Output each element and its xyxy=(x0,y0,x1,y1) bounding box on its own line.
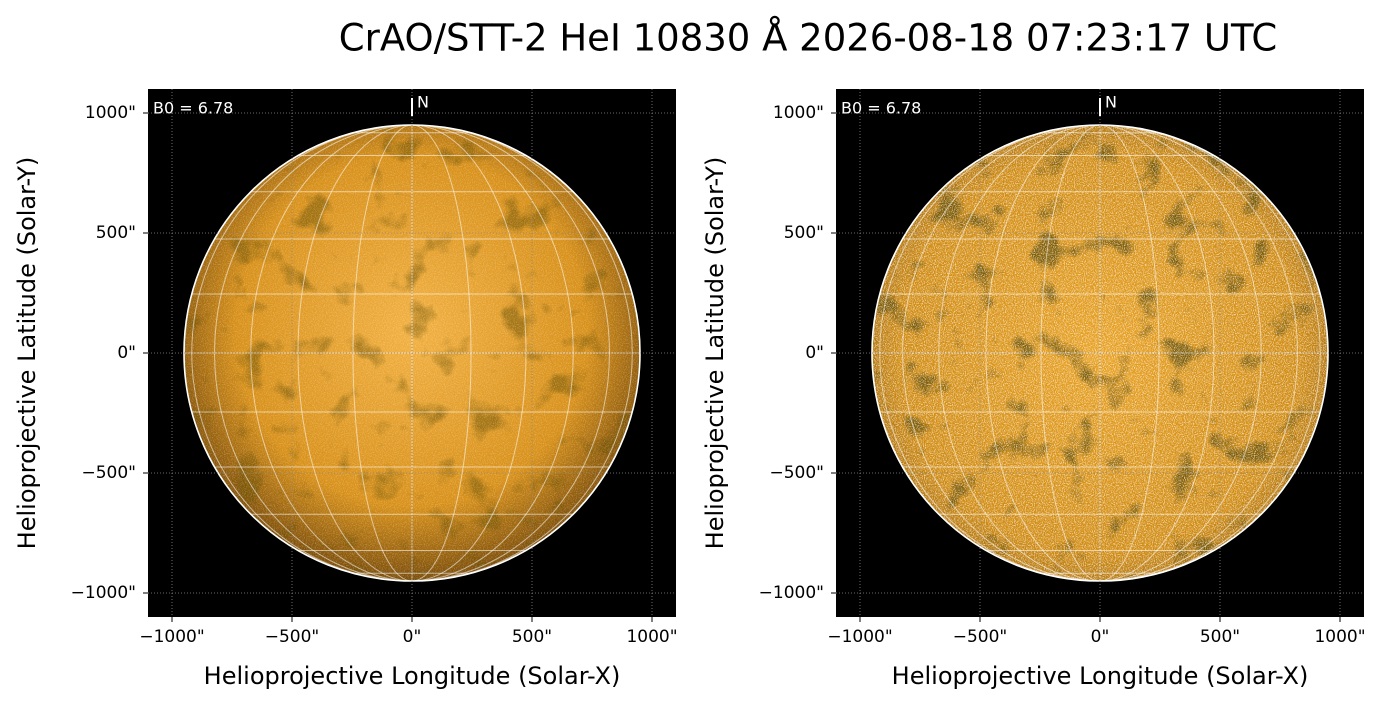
x-tick-label: −1000" xyxy=(139,627,204,647)
y-tick-label: 1000" xyxy=(773,103,824,123)
y-axis-label: Helioprojective Latitude (Solar-Y) xyxy=(701,157,729,550)
x-tick-label: −500" xyxy=(265,627,320,647)
y-tick-label: −1000" xyxy=(71,583,136,603)
y-tick-label: 500" xyxy=(96,223,136,243)
x-axis-label: Helioprojective Longitude (Solar-X) xyxy=(204,662,621,690)
panel: −1000" −500" 0" 500" 1000" −1000" −500" 0" 500" 1… xyxy=(13,89,678,690)
north-label: N xyxy=(1105,93,1117,112)
x-tick-label: 500" xyxy=(512,627,552,647)
x-axis-label: Helioprojective Longitude (Solar-X) xyxy=(892,662,1309,690)
annotation: B0 = 6.78 xyxy=(153,99,233,118)
x-tick-label: 500" xyxy=(1200,627,1240,647)
annotation: B0 = 6.78 xyxy=(841,99,921,118)
y-tick-label: 0" xyxy=(117,343,136,363)
y-tick-label: 0" xyxy=(805,343,824,363)
x-tick-label: −500" xyxy=(953,627,1008,647)
x-tick-label: 1000" xyxy=(1314,627,1365,647)
x-tick-label: 1000" xyxy=(626,627,677,647)
y-tick-label: 1000" xyxy=(85,103,136,123)
y-tick-label: −1000" xyxy=(759,583,824,603)
y-tick-label: −500" xyxy=(769,463,824,483)
y-axis-label: Helioprojective Latitude (Solar-Y) xyxy=(13,157,41,550)
north-label: N xyxy=(417,93,429,112)
figure-title: CrAO/STT-2 HeI 10830 Å 2026-08-18 07:23:… xyxy=(339,16,1277,60)
y-tick-label: 500" xyxy=(784,223,824,243)
x-tick-label: 0" xyxy=(1091,627,1110,647)
x-tick-label: −1000" xyxy=(827,627,892,647)
x-tick-label: 0" xyxy=(403,627,422,647)
panel: −1000" −500" 0" 500" 1000" −1000" −500" 0" 500" 1… xyxy=(701,89,1366,690)
y-tick-label: −500" xyxy=(81,463,136,483)
